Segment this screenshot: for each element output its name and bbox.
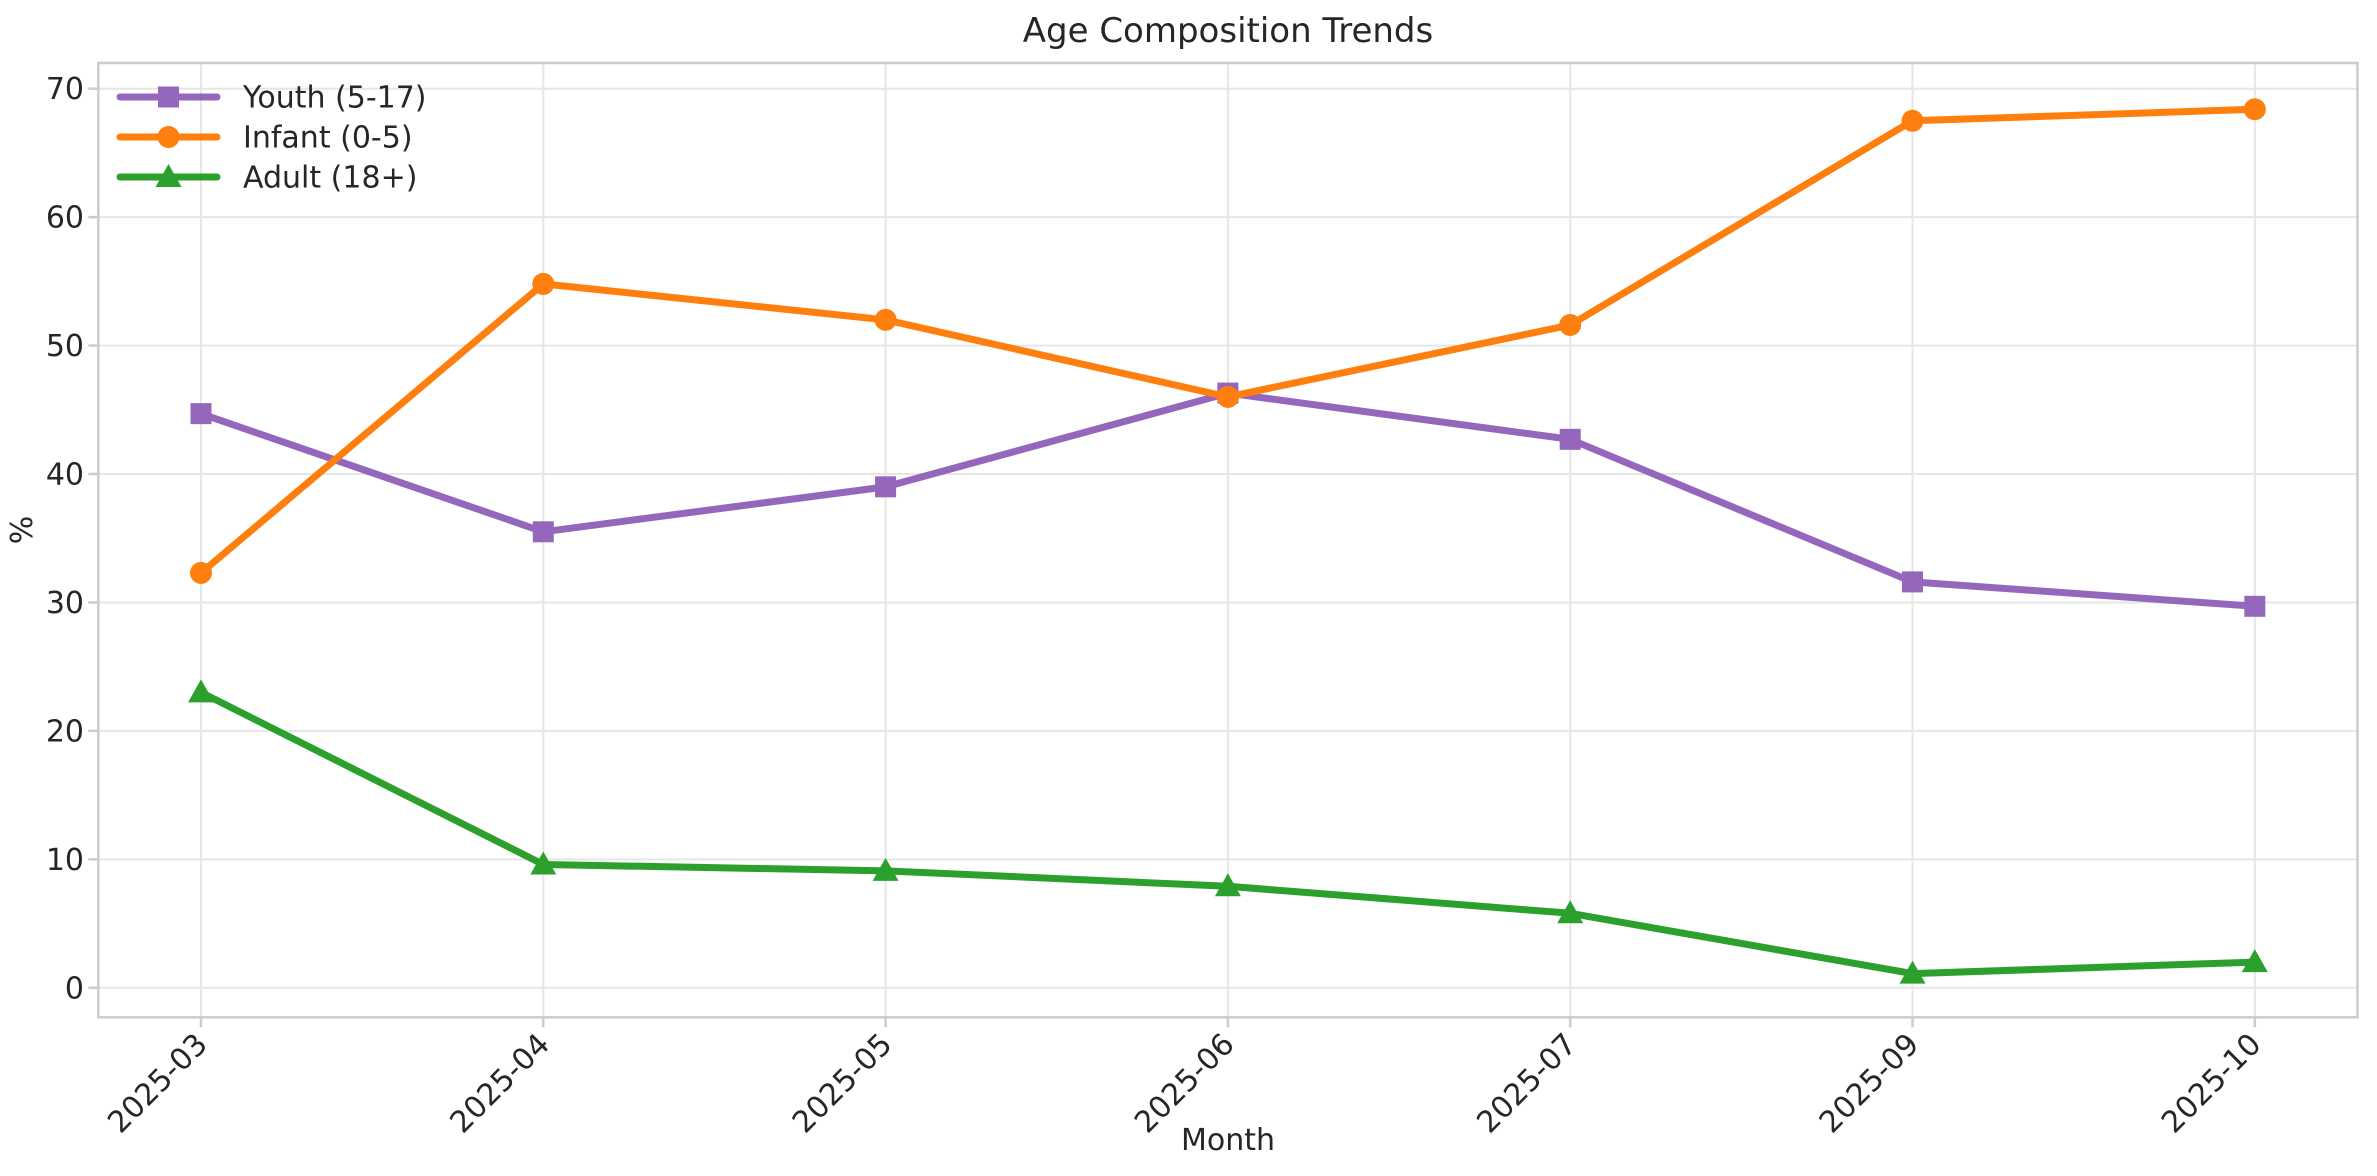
y-tick-label: 50 [46, 329, 84, 364]
data-point-marker [1902, 571, 1924, 593]
data-point-marker [187, 679, 214, 703]
series-adult-18 [187, 679, 2268, 984]
legend-label: Infant (0-5) [243, 121, 413, 156]
y-tick-label: 10 [46, 843, 84, 878]
y-tick-label: 30 [46, 586, 84, 621]
series-layer [187, 98, 2268, 984]
x-tick-label: 2025-05 [786, 1027, 899, 1140]
y-axis-label: % [5, 516, 40, 545]
data-point-marker [1899, 960, 1926, 984]
data-point-marker [2243, 98, 2266, 121]
data-point-marker [2241, 949, 2268, 973]
data-point-marker [1214, 873, 1241, 897]
x-tick-label: 2025-04 [444, 1027, 557, 1140]
data-point-marker [190, 403, 212, 425]
legend: Youth (5-17) Infant (0-5) Adult (18+) [116, 81, 427, 196]
chart-title: Age Composition Trends [1023, 11, 1433, 51]
tick-layer: 0 10 20 30 40 50 60 70 2025-03 2025-04 2025-05 2025… [46, 72, 2269, 1140]
y-tick-label: 20 [46, 714, 84, 749]
data-point-marker [530, 851, 557, 875]
legend-label: Youth (5-17) [242, 81, 427, 116]
data-point-marker [1901, 109, 1924, 132]
y-tick-label: 70 [46, 72, 84, 107]
legend-item: Infant (0-5) [116, 121, 413, 156]
data-point-marker [1557, 900, 1584, 924]
data-point-marker [532, 272, 555, 295]
legend-label: Adult (18+) [243, 161, 417, 196]
y-tick-label: 40 [46, 458, 84, 493]
legend-marker [155, 164, 182, 187]
data-point-marker [189, 561, 212, 584]
data-point-marker [1559, 428, 1581, 450]
x-tick-label: 2025-03 [101, 1027, 214, 1140]
series-infant-0-5 [189, 98, 2266, 584]
data-point-marker [1559, 314, 1582, 337]
data-point-marker [1216, 385, 1239, 408]
x-tick-label: 2025-10 [2155, 1027, 2268, 1140]
y-tick-label: 0 [65, 971, 84, 1006]
legend-item: Youth (5-17) [116, 81, 427, 116]
data-point-marker [532, 521, 554, 543]
data-point-marker [874, 308, 897, 331]
legend-item: Adult (18+) [116, 161, 417, 196]
legend-marker [157, 126, 180, 148]
y-tick-label: 60 [46, 201, 84, 236]
data-point-marker [872, 857, 899, 881]
data-point-marker [875, 476, 897, 498]
legend-marker [158, 86, 179, 108]
x-axis-label: Month [1181, 1123, 1275, 1158]
x-tick-label: 2025-07 [1470, 1027, 1583, 1140]
x-tick-label: 2025-09 [1813, 1027, 1926, 1140]
data-point-marker [2244, 595, 2266, 617]
